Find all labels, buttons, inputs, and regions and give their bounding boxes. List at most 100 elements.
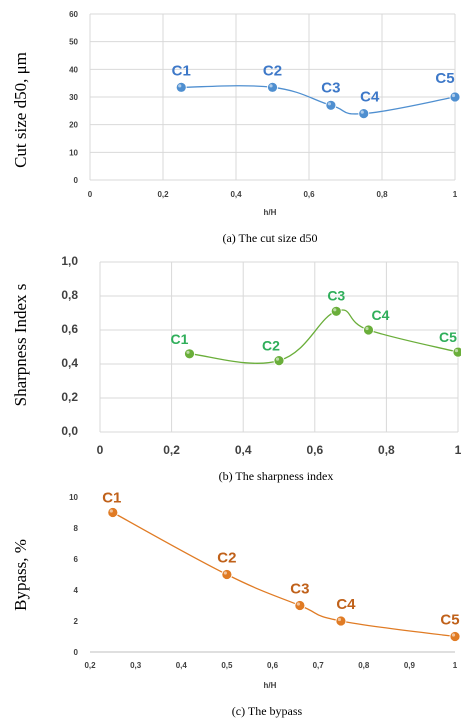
chart-a-yticks: 0 10 20 30 40 50 60 [69, 10, 78, 185]
chart-b-data-point [330, 305, 342, 317]
chart-c-xtick-label: 0,3 [130, 661, 142, 670]
chart-c-xtick-label: 0,2 [84, 661, 96, 670]
chart-c-data-point [107, 507, 119, 518]
chart-b-ytick-label: 0,0 [61, 424, 78, 438]
chart-a-point-label: C4 [360, 89, 380, 106]
chart-a-point-label: C1 [172, 62, 191, 79]
chart-b-data-point-highlight [186, 350, 190, 354]
chart-b-data-point-highlight [333, 308, 337, 312]
chart-b-point-label: C5 [439, 329, 457, 345]
chart-a-ytick-label: 60 [69, 10, 78, 19]
chart-a-data-point [325, 99, 337, 111]
chart-b-point-label: C1 [171, 331, 189, 347]
chart-b-ytick-label: 0,2 [61, 390, 78, 404]
chart-c-xtick-label: 0,5 [221, 661, 233, 670]
chart-b-data-point-highlight [275, 357, 280, 361]
chart-b-xtick-label: 0,4 [235, 443, 252, 457]
chart-c-xtick-label: 0,4 [176, 661, 188, 670]
chart-a-xtick-label: 0,6 [303, 190, 315, 199]
chart-a-xtick-label: 1 [453, 190, 458, 199]
chart-a-ytick-label: 20 [69, 121, 78, 130]
chart-a-data-point-highlight [451, 93, 456, 98]
chart-b-point-label: C3 [327, 287, 345, 303]
chart-c-point-label: C1 [102, 490, 121, 507]
chart-a-point-label: C2 [263, 62, 282, 79]
chart-c-point-label: C2 [217, 550, 236, 567]
chart-b-xtick-label: 0,8 [378, 443, 395, 457]
chart-b-data-point [273, 355, 285, 367]
chart-c-ytick-label: 8 [74, 524, 79, 533]
chart-a-caption: (a) The cut size d50 [222, 231, 317, 245]
chart-c-point-label: C3 [290, 581, 309, 598]
chart-a-data-point-highlight [360, 110, 364, 114]
chart-b-point-label: C4 [372, 307, 390, 323]
chart-b-yticks: 0,0 0,2 0,4 0,6 0,8 1,0 [61, 254, 78, 438]
chart-b-ytick-label: 0,6 [61, 322, 78, 336]
chart-a-xtick-label: 0 [88, 190, 93, 199]
chart-a-xtick-label: 0,2 [157, 190, 169, 199]
chart-c-data-point [449, 631, 461, 642]
chart-c-data-point [335, 615, 347, 627]
chart-c-ytick-label: 10 [69, 493, 78, 502]
chart-b-xtick-label: 0,6 [306, 443, 323, 457]
chart-b-xtick-label: 0 [97, 443, 104, 457]
chart-a-series-line [181, 85, 456, 115]
chart-a-data-point [449, 91, 461, 103]
chart-a-gridlines [89, 13, 456, 181]
chart-a-ytick-label: 50 [69, 38, 78, 47]
chart-c-xlabel: h/H [264, 681, 277, 690]
chart-b-data-point [363, 324, 374, 336]
chart-b-xtick-label: 0,2 [163, 443, 180, 457]
chart-c-xtick-label: 0,9 [404, 661, 416, 670]
chart-b-ylabel: Sharpness Index s [11, 284, 30, 407]
chart-b-data-point-highlight [454, 349, 459, 353]
chart-c-ytick-label: 4 [74, 586, 79, 595]
chart-c-ytick-label: 0 [74, 648, 79, 657]
chart-bypass: 0 2 4 6 8 10 0,2 0,3 0,4 0,5 0,6 0,7 0,8 0,9 1 C1 C2 C3… [11, 490, 461, 718]
chart-c-caption: (c) The bypass [232, 704, 303, 718]
chart-a-data-point-highlight [327, 102, 331, 106]
chart-c-data-point-highlight [109, 509, 113, 513]
chart-b-point-label: C2 [262, 338, 280, 354]
chart-b-xtick-label: 1 [455, 443, 461, 457]
chart-c-series-line [112, 511, 456, 638]
chart-a-xtick-label: 0,8 [376, 190, 388, 199]
chart-a-data-point [175, 81, 187, 93]
chart-a-point-label: C5 [435, 70, 454, 87]
chart-c-xtick-label: 1 [453, 661, 458, 670]
chart-a-xlabel: h/H [264, 208, 277, 217]
chart-a-data-point-highlight [178, 84, 182, 88]
chart-a-ytick-label: 30 [69, 93, 78, 102]
chart-a-ytick-label: 40 [69, 65, 78, 74]
chart-c-point-label: C5 [440, 612, 459, 629]
chart-b-ytick-label: 0,4 [61, 356, 78, 370]
chart-c-data-point-highlight [451, 633, 456, 637]
chart-b-series-line [189, 309, 459, 364]
chart-c-ytick-label: 2 [74, 617, 79, 626]
chart-b-series: C1 C2 C3 C4 C5 [171, 287, 461, 367]
chart-c-xtick-label: 0,8 [358, 661, 370, 670]
chart-c-data-point [294, 600, 306, 611]
chart-c-series: C1 C2 C3 C4 C5 [102, 490, 461, 642]
chart-sharpness: 0,0 0,2 0,4 0,6 0,8 1,0 0 0,2 0,4 0,6 0,8 1 C1 C2 C3… [11, 254, 461, 483]
chart-c-xticks: 0,2 0,3 0,4 0,5 0,6 0,7 0,8 0,9 1 [84, 661, 457, 670]
chart-c-data-point-highlight [337, 617, 342, 622]
chart-a-ylabel: Cut size d50, μm [11, 52, 30, 168]
chart-c-yticks: 0 2 4 6 8 10 [69, 493, 78, 657]
chart-c-xtick-label: 0,7 [313, 661, 325, 670]
chart-a-xticks: 0 0,2 0,4 0,6 0,8 1 [88, 190, 458, 199]
chart-a-point-label: C3 [321, 79, 340, 96]
chart-a-series: C1 C2 C3 C4 C5 [172, 62, 461, 119]
chart-a-data-point [358, 108, 370, 119]
chart-b-data-point-highlight [365, 326, 369, 331]
chart-a-xtick-label: 0,4 [230, 190, 242, 199]
chart-c-xtick-label: 0,6 [267, 661, 279, 670]
chart-a-ytick-label: 10 [69, 148, 78, 157]
chart-a-ytick-label: 0 [74, 176, 79, 185]
chart-a-data-point [267, 81, 278, 93]
chart-a-data-point-highlight [269, 84, 273, 88]
chart-c-data-point-highlight [223, 571, 227, 575]
chart-b-ytick-label: 1,0 [61, 254, 78, 268]
